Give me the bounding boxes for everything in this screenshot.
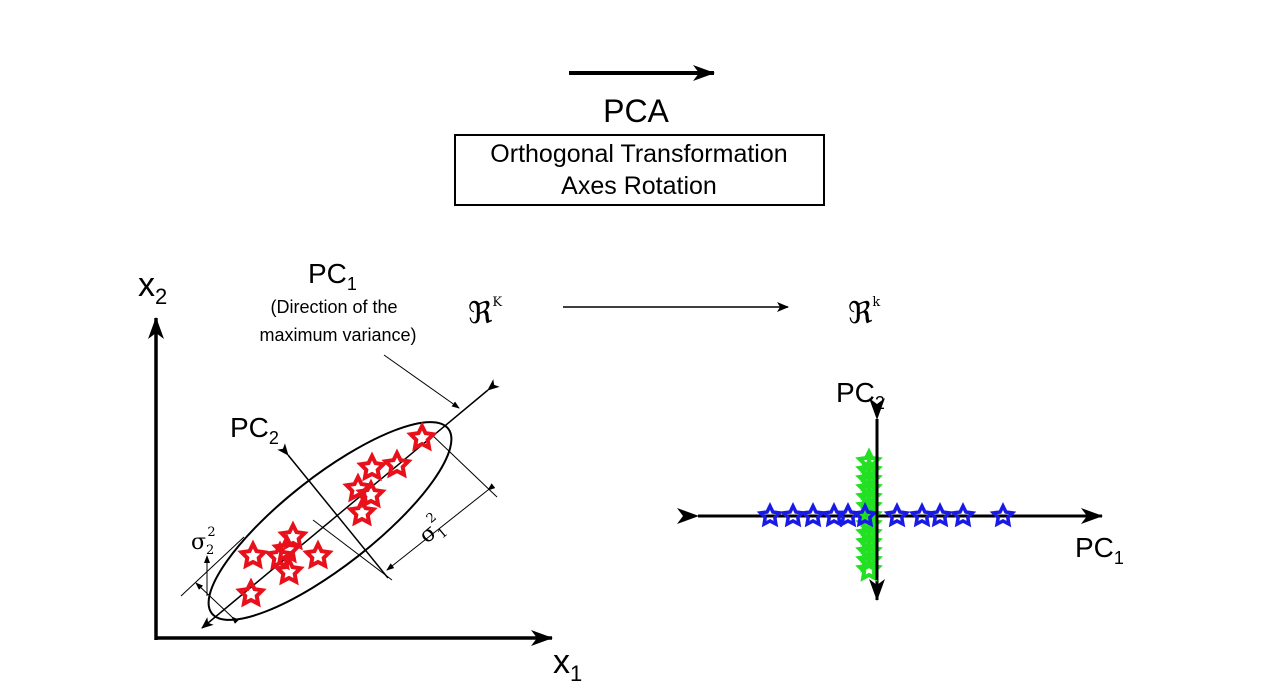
pc1-projected-star [756, 501, 784, 528]
box-line-1: Orthogonal Transformation [490, 140, 787, 168]
source-space-label: ℜK [468, 295, 502, 331]
pca-title: PCA [603, 93, 669, 129]
data-point-star [342, 472, 374, 503]
sigma1-dimension-line [386, 483, 496, 571]
x1-axis-label: x1 [553, 643, 582, 686]
pc1-projected-star [883, 501, 911, 528]
data-point-star [406, 421, 438, 452]
sigma2-boundary-line [180, 536, 245, 597]
pc1-projected-star [949, 501, 977, 528]
pc1-projected-star [989, 501, 1017, 528]
pc1-note-line-1: (Direction of the [270, 297, 397, 317]
data-point-star [346, 496, 378, 527]
pc2-label-right: PC2 [836, 377, 885, 413]
target-space-label: ℜk [848, 295, 880, 331]
pc1-projected-star [799, 501, 827, 528]
pc1-projected-star [926, 501, 954, 528]
sigma2-dimension-line [195, 582, 240, 624]
data-point-star [356, 451, 388, 482]
data-point-star [235, 577, 267, 608]
sigma1-extension-top [429, 432, 498, 498]
pc1-label-right: PC1 [1075, 532, 1124, 568]
pc1-note-line-2: maximum variance) [259, 325, 416, 345]
data-point-star [264, 540, 296, 571]
pc1-label-left: PC1 [308, 258, 357, 294]
pc2-label-left: PC2 [230, 412, 279, 448]
data-point-star [277, 520, 309, 551]
pc1-projected-star [779, 501, 807, 528]
sigma2-label: σ22 [191, 525, 216, 558]
transformation-box [454, 134, 825, 206]
box-line-2: Axes Rotation [561, 172, 717, 200]
pc2-direction-line [277, 443, 389, 579]
pc1-projected-points [756, 501, 1017, 528]
x2-axis-label: x2 [138, 266, 167, 309]
data-point-star [302, 539, 334, 570]
data-point-star [237, 539, 269, 570]
data-points [235, 421, 438, 608]
sigma1-extension-bottom [312, 519, 393, 581]
pc1-note-pointer [383, 354, 460, 409]
data-point-star [355, 478, 387, 509]
data-point-star [273, 555, 305, 586]
data-point-star [381, 448, 413, 479]
pc1-projected-star [851, 501, 879, 528]
